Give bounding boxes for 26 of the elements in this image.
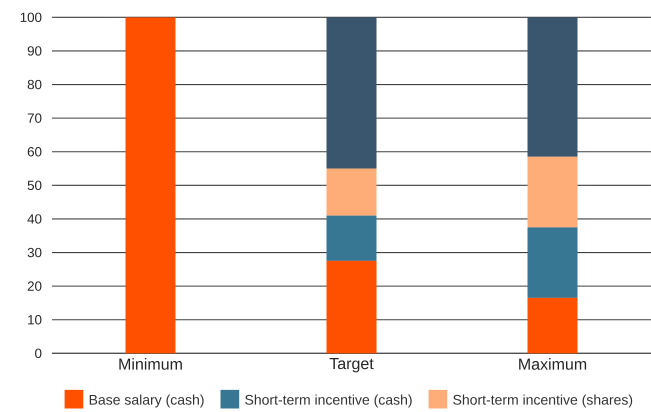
y-tick-label: 90 [28,46,42,56]
x-tick-label: Target [330,358,374,372]
bar [528,298,578,354]
legend-label: Short-term incentive (cash) [245,394,412,408]
y-tick-label: 70 [28,113,42,123]
y-tick-label: 50 [28,180,42,190]
bar [326,260,376,354]
bar [528,156,578,228]
bar [125,17,176,354]
x-tick-label: Minimum [119,358,182,370]
bar [326,168,376,216]
bar [528,227,578,298]
x-tick-label: Maximum [519,358,586,370]
bar [528,17,578,157]
legend-label: Short-term incentive (shares) [453,394,632,408]
y-tick-label: 20 [28,281,42,291]
bar [326,216,376,261]
bar [326,17,376,169]
legend-label: Base salary (cash) [90,394,204,408]
y-tick-label: 10 [28,315,42,324]
y-tick-label: 100 [20,12,42,22]
y-tick-label: 40 [27,214,42,224]
y-tick-label: 0 [35,348,42,358]
y-tick-label: 60 [28,147,42,156]
y-tick-label: 80 [28,80,42,90]
y-tick-label: 30 [28,248,42,258]
